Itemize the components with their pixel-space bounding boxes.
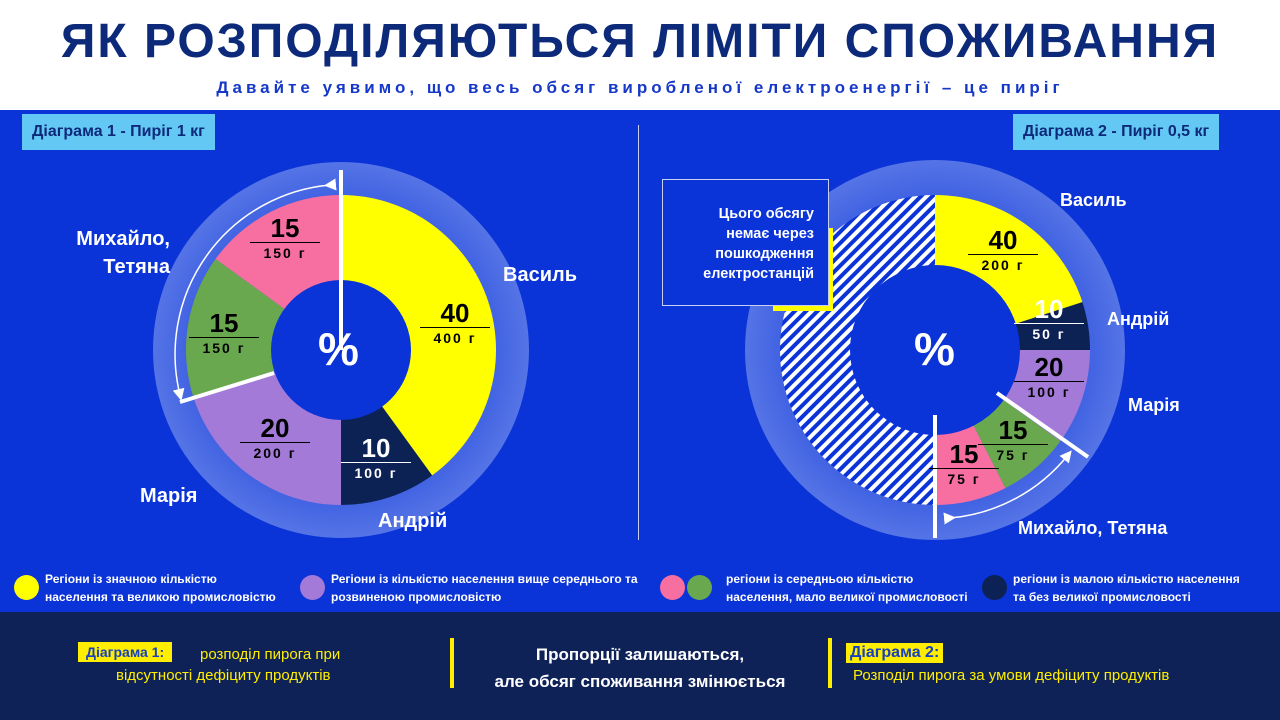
chart1-label-pink: 15 150 г xyxy=(250,214,320,263)
chart2-label-vasyl: 40 200 г xyxy=(968,226,1038,275)
chart1-name-mt: Михайло, Тетяна xyxy=(76,228,170,278)
chart2-split-line xyxy=(995,391,1090,459)
chart2-label-andrii: 10 50 г xyxy=(1014,295,1084,344)
footer-bar-2 xyxy=(828,638,832,688)
chart1-name-andrii: Андрій xyxy=(378,510,448,532)
footer-bar-1 xyxy=(450,638,454,688)
footer-text-2: Розподіл пирога за умови дефіциту продук… xyxy=(853,667,1170,684)
chart2-name-mariia: Марія xyxy=(1128,395,1180,415)
missing-volume-note: Цього обсягу немає через пошкодження еле… xyxy=(662,179,829,306)
legend-item-yellow: Регіони із значною кількістю населення та… xyxy=(14,570,276,606)
chart2-hole xyxy=(850,265,1020,435)
chart2-name-mt: Михайло, Тетяна xyxy=(1018,518,1168,538)
legend-item-navy: регіони із малою кількістю населення та б… xyxy=(982,570,1240,606)
chart2-center-label: % xyxy=(914,323,955,375)
legend-item-purple: Регіони із кількістю населення вище сере… xyxy=(300,570,638,606)
chart1-label-vasyl: 40 400 г xyxy=(420,299,490,348)
chart1-label-andrii: 10 100 г xyxy=(341,434,411,483)
footer-panel xyxy=(0,612,1280,720)
chart1-label-mariia: 20 200 г xyxy=(240,414,310,463)
footer-text-1a: розподіл пирога при xyxy=(200,646,341,663)
chart1-name-mariia: Марія xyxy=(140,485,198,507)
yellow-dot-icon xyxy=(14,575,39,600)
legend-item-pink-green: регіони із середньою кількістю населення,… xyxy=(660,570,968,606)
chart1-center-label: % xyxy=(318,323,359,375)
header: ЯК РОЗПОДІЛЯЮТЬСЯ ЛІМІТИ СПОЖИВАННЯ Дава… xyxy=(0,0,1280,110)
pink-dot-icon xyxy=(660,575,685,600)
divider xyxy=(638,125,639,540)
footer-text-1b: відсутності дефіциту продуктів xyxy=(116,667,331,684)
chart2-title: Діаграма 2 - Пиріг 0,5 кг xyxy=(1013,114,1220,150)
chart2-name-vasyl: Василь xyxy=(1060,190,1127,210)
navy-dot-icon xyxy=(982,575,1007,600)
chart1-name-vasyl: Василь xyxy=(503,264,577,286)
page-title: ЯК РОЗПОДІЛЯЮТЬСЯ ЛІМІТИ СПОЖИВАННЯ xyxy=(60,15,1220,68)
purple-dot-icon xyxy=(300,575,325,600)
green-dot-icon xyxy=(687,575,712,600)
footer-center-text: Пропорції залишаються, але обсяг споживан… xyxy=(494,645,786,691)
chart2-name-andrii: Андрій xyxy=(1107,309,1170,329)
chart1-slice-0 xyxy=(341,195,496,476)
chart2-label-green: 15 75 г xyxy=(978,416,1048,465)
chart1-title: Діаграма 1 - Пиріг 1 кг xyxy=(22,114,215,150)
chart2-label-pink: 15 75 г xyxy=(929,440,999,489)
chart1-label-green: 15 150 г xyxy=(189,309,259,358)
chart1-arrow xyxy=(172,178,337,401)
footer-tag-1: Діаграма 1: xyxy=(78,642,173,662)
chart2-label-mariia: 20 100 г xyxy=(1014,353,1084,402)
page-subtitle: Давайте уявимо, що весь обсяг виробленої… xyxy=(216,78,1064,97)
footer-tag-2: Діаграма 2: xyxy=(846,643,944,663)
chart2-arrow xyxy=(943,450,1072,525)
